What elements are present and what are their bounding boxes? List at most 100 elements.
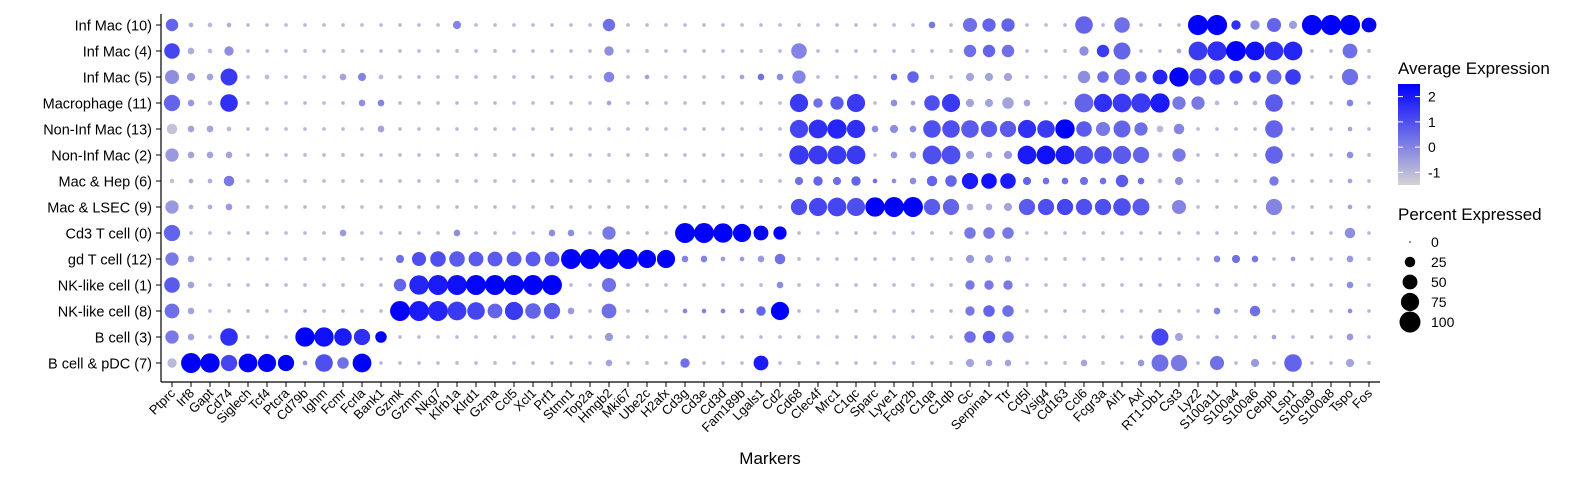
dot [1196,283,1200,287]
dot [1284,354,1302,372]
dot [854,283,858,287]
dot [303,49,307,53]
dot [163,94,181,112]
dot [1174,332,1184,342]
dot [360,153,364,157]
dot [531,335,535,339]
dot [1063,257,1067,261]
dot [303,75,307,79]
color-legend-ticks: 2 1 0 -1 [1398,89,1441,180]
dot [246,205,250,209]
dot [398,75,402,79]
dot [797,335,801,339]
dot [892,257,896,261]
dot [1234,205,1238,209]
dot [165,252,179,266]
dot [588,75,592,79]
dot [227,257,231,261]
dot [567,307,575,315]
dot [1177,231,1181,235]
dot [322,257,326,261]
dot [1196,179,1200,183]
dot [1188,41,1208,61]
dot [753,355,769,371]
dot [474,361,478,365]
dot [379,205,383,209]
dot [206,151,214,159]
dot [984,98,994,108]
dot [1329,153,1333,157]
dot [1339,14,1361,36]
dot [257,353,277,373]
dot [1209,355,1225,371]
dot [567,229,575,237]
dot [265,49,269,53]
dot [854,49,858,53]
dot [664,101,668,105]
dot [1329,231,1333,235]
dot [1044,361,1048,365]
dot [1151,354,1169,372]
dot [303,309,307,313]
dot [265,101,269,105]
dot [322,153,326,157]
dot [379,179,383,183]
dot [246,153,250,157]
dot [493,205,497,209]
dot [759,127,763,131]
dot [1025,257,1029,261]
dot [1137,359,1145,367]
dot [778,101,782,105]
dot [1044,257,1048,261]
dot [816,23,820,27]
dot [224,46,234,56]
dot [732,223,752,243]
dot [295,327,315,347]
y-tick-label: NK-like cell (8) [58,305,152,321]
dot [1063,231,1067,235]
dot [740,205,744,209]
dot [1253,153,1257,157]
dot [808,197,828,217]
dot [892,283,896,287]
dot [907,71,919,83]
dot [1018,198,1036,216]
dot [227,309,231,313]
dot [531,49,535,53]
dot [664,361,668,365]
dot [504,301,524,321]
dot [1272,257,1276,261]
dot [512,361,516,365]
dot [436,179,440,183]
dot [357,72,367,82]
y-tick-label: Inf Mac (4) [83,45,152,61]
dot [187,333,195,341]
dot [322,205,326,209]
dot [1214,100,1220,106]
dot [645,49,649,53]
dot [645,231,649,235]
dot [377,99,385,107]
dot [226,126,232,132]
dot [910,100,916,106]
dot [965,306,975,316]
dot [1346,99,1354,107]
dot [966,203,974,211]
dot [1310,75,1314,79]
dot [512,231,516,235]
dot [1310,179,1314,183]
dot [548,229,556,237]
dot [794,176,804,186]
dot [164,303,180,319]
dot [846,119,866,139]
dot [493,23,497,27]
dot [949,49,953,53]
dot [1135,71,1147,83]
dot [246,101,250,105]
dot [1003,280,1013,290]
dot [220,354,238,372]
dot [1093,93,1113,113]
dot [504,275,524,295]
color-tick-label: -1 [1428,164,1441,180]
dot [1173,123,1185,135]
